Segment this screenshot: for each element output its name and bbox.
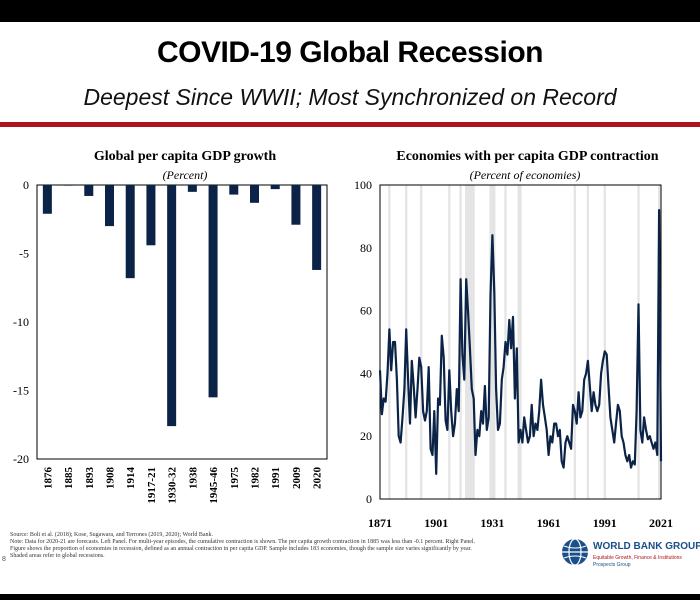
left-x-tick-label: 1893 xyxy=(84,467,96,490)
left-panel-title: Global per capita GDP growth xyxy=(93,149,277,164)
recession-shade xyxy=(448,185,451,499)
recession-shade xyxy=(465,185,468,499)
recession-shade xyxy=(420,185,423,499)
left-x-tick-label: 2009 xyxy=(291,467,303,490)
right-y-tick-label: 40 xyxy=(360,366,372,380)
left-x-tick-label: 1917-21 xyxy=(146,467,158,504)
recession-shade xyxy=(603,185,606,499)
left-x-tick-label: 2020 xyxy=(312,467,324,490)
right-x-tick-label: 1961 xyxy=(537,516,561,530)
recession-shade xyxy=(470,185,473,499)
recession-shade xyxy=(466,185,470,499)
left-x-tick-label: 1991 xyxy=(270,467,282,489)
source-line: Figure shows the proportion of economies… xyxy=(10,546,472,552)
left-x-tick-label: 1938 xyxy=(187,467,199,490)
left-y-tick-label: -20 xyxy=(13,452,29,466)
bar xyxy=(312,185,322,270)
left-x-tick-label: 1930-32 xyxy=(167,467,179,504)
bar xyxy=(270,185,280,190)
right-x-tick-label: 2021 xyxy=(649,516,673,530)
left-bar-chart: 0 -5 -10 -15 -20 1876 1885 1893 1908 1914 1917-21 1… xyxy=(13,178,328,504)
left-x-tick-label: 1876 xyxy=(42,467,54,490)
right-y-tick-label: 60 xyxy=(360,304,372,318)
logo-tagline-2: Prospects Group xyxy=(593,562,631,568)
source-line: Source: Bolt et al. (2018); Kose, Sugawa… xyxy=(10,532,214,538)
right-x-tick-label: 1901 xyxy=(424,516,448,530)
recession-shade xyxy=(573,185,576,499)
bar xyxy=(63,185,73,186)
bar xyxy=(250,185,259,203)
left-x-tick-label: 1975 xyxy=(229,467,241,490)
page-number: 8 xyxy=(2,556,6,563)
source-line: Shaded areas refer to global recessions. xyxy=(10,553,105,559)
left-x-tick-label: 1945-46 xyxy=(208,467,220,504)
globe-icon xyxy=(562,538,588,566)
slide: COVID-19 Global Recession Deepest Since … xyxy=(0,22,700,594)
bar xyxy=(84,185,94,196)
logo-tagline: Equitable Growth, Finance & Institutions xyxy=(593,555,682,561)
left-x-tick-label: 1982 xyxy=(250,467,262,490)
right-x-tick-label: 1991 xyxy=(593,516,617,530)
right-y-tick-label: 100 xyxy=(354,178,372,192)
bar xyxy=(42,185,52,214)
bar xyxy=(125,185,135,279)
right-x-tick-label: 1931 xyxy=(480,516,504,530)
left-y-tick-label: -5 xyxy=(19,247,29,261)
right-x-tick-label: 1871 xyxy=(368,516,392,530)
right-panel-title: Economies with per capita GDP contractio… xyxy=(396,149,659,164)
title-divider xyxy=(0,122,700,127)
left-x-tick-label: 1885 xyxy=(63,467,75,490)
bar xyxy=(146,185,156,246)
series-line xyxy=(378,209,663,475)
slide-subtitle: Deepest Since WWII; Most Synchronized on… xyxy=(83,84,617,110)
world-bank-logo: WORLD BANK GROUP Equitable Growth, Finan… xyxy=(560,535,700,580)
source-notes: Source: Bolt et al. (2018); Kose, Sugawa… xyxy=(10,532,550,560)
recession-shade xyxy=(517,185,520,499)
source-line: Note: Data for 2020-21 are forecasts. Le… xyxy=(10,539,476,545)
right-y-tick-label: 20 xyxy=(360,429,372,443)
right-y-tick-label: 0 xyxy=(366,492,372,506)
bar xyxy=(187,185,197,192)
bar xyxy=(167,185,177,427)
right-y-tick-label: 80 xyxy=(360,241,372,255)
left-x-tick-label: 1914 xyxy=(125,467,137,490)
slide-title: COVID-19 Global Recession xyxy=(157,36,543,69)
right-line-chart: 0 20 40 60 80 100 1871 1901 1931 1961 1991 2021 xyxy=(354,178,673,530)
recession-shade xyxy=(519,185,522,499)
left-plot-frame xyxy=(36,184,328,460)
left-panel-subtitle: (Percent) xyxy=(162,168,208,182)
left-x-tick-label: 1908 xyxy=(105,467,117,490)
recession-shade xyxy=(491,185,494,499)
bar xyxy=(229,185,239,195)
bar xyxy=(105,185,114,227)
recession-shade xyxy=(586,185,590,499)
right-panel-subtitle: (Percent of economies) xyxy=(469,168,581,182)
charts-canvas: 0 -5 -10 -15 -20 1876 1885 1893 1908 1914 1917-21 1… xyxy=(13,178,673,530)
left-y-tick-label: 0 xyxy=(23,178,29,192)
bar xyxy=(291,185,301,225)
left-y-tick-label: -15 xyxy=(13,384,29,398)
recession-shade xyxy=(472,185,475,499)
bar xyxy=(208,185,218,398)
left-y-tick-label: -10 xyxy=(13,315,29,329)
logo-name: WORLD BANK GROUP xyxy=(593,541,700,552)
